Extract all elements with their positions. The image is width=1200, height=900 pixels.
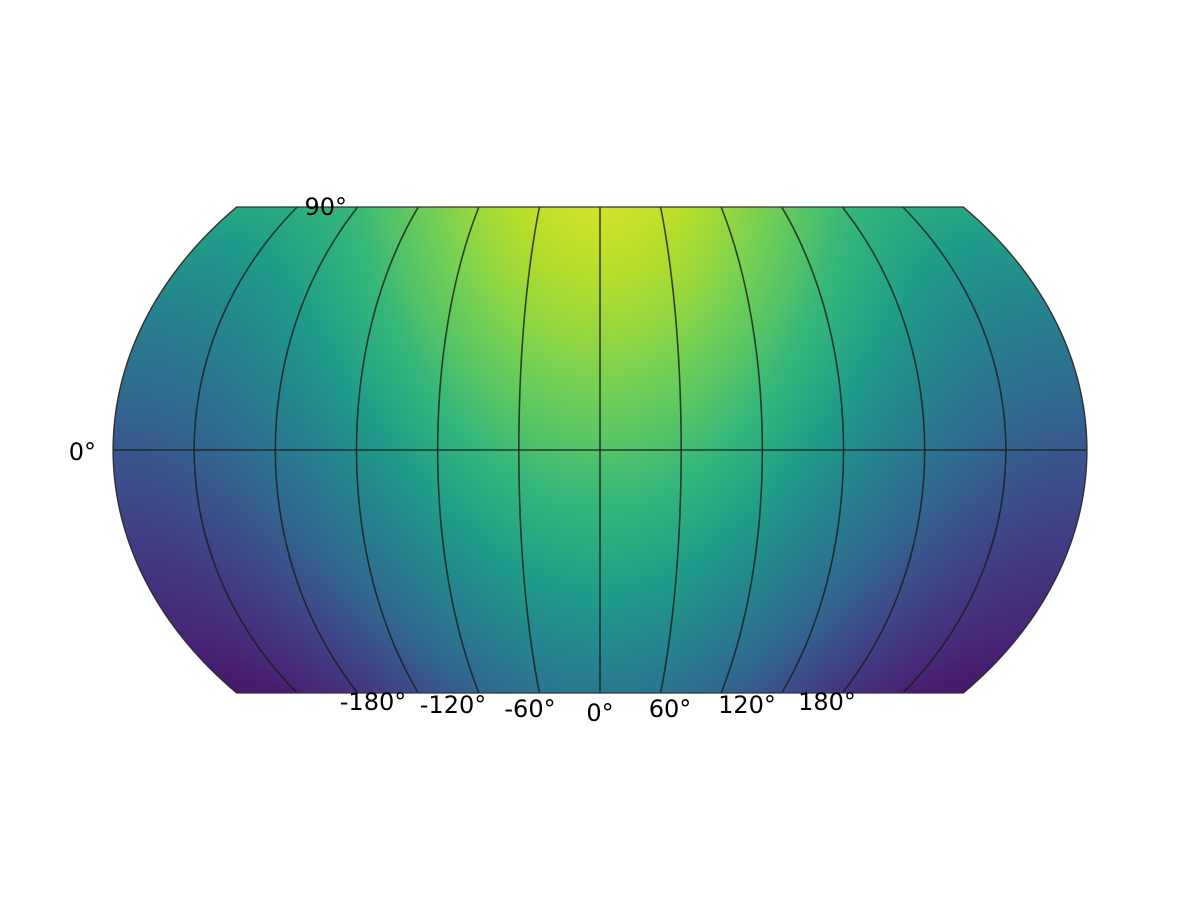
graticule	[113, 207, 1087, 693]
globe-outline	[112, 206, 1088, 694]
meridian-label--60: -60°	[504, 695, 555, 723]
parallel-label-90: 90°	[304, 193, 347, 221]
meridian-label-180: 180°	[798, 688, 856, 716]
meridian-label-60: 60°	[649, 695, 692, 723]
meridian-label--180: -180°	[340, 688, 406, 716]
meridian-label--120: -120°	[420, 691, 486, 719]
tick-labels: 90° 0° -180° -120° -60° 0° 60° 120° 180°	[69, 193, 856, 727]
meridian-label-0: 0°	[586, 699, 613, 727]
parallel-label-0: 0°	[69, 438, 96, 466]
meridian-label-120: 120°	[718, 691, 776, 719]
